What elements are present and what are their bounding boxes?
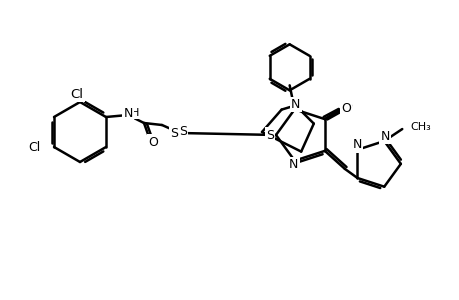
Text: O: O (148, 136, 157, 148)
Text: O: O (341, 100, 351, 112)
Text: S: S (179, 124, 186, 137)
Text: N: N (291, 98, 300, 111)
Text: N: N (352, 138, 361, 151)
Text: H: H (131, 108, 139, 118)
Text: Cl: Cl (70, 88, 84, 100)
Text: S: S (170, 127, 178, 140)
Text: N: N (380, 130, 389, 142)
Text: CH₃: CH₃ (409, 122, 430, 132)
Text: N: N (288, 158, 298, 171)
Text: S: S (265, 128, 274, 142)
Text: O: O (340, 102, 350, 115)
Text: Cl: Cl (28, 140, 40, 154)
Text: N: N (123, 106, 132, 119)
